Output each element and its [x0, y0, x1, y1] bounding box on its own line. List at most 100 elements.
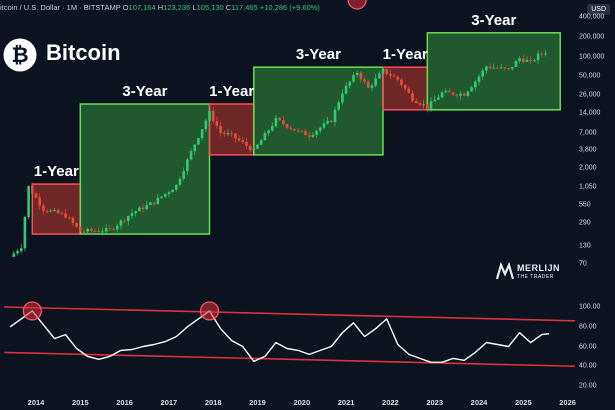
candle-73: [282, 120, 285, 125]
price-tick-10: 550: [579, 201, 591, 209]
oscillator-tick-3: 40.00: [579, 362, 597, 370]
candle-4: [27, 185, 30, 217]
year-tick-2014: 2014: [27, 398, 45, 407]
candle-78: [300, 130, 304, 132]
candle-139: [525, 60, 529, 62]
price-tick-4: 26,000: [579, 91, 601, 99]
candle-116: [440, 92, 444, 98]
candle-102: [389, 74, 392, 76]
oscillator-tick-1: 80.00: [579, 323, 597, 331]
candle-82: [315, 130, 318, 135]
candle-55: [215, 121, 219, 126]
year-tick-2019: 2019: [249, 398, 266, 407]
candle-84: [322, 123, 326, 128]
candle-34: [138, 207, 141, 212]
candle-121: [459, 93, 462, 96]
candle-134: [507, 68, 510, 70]
candle-128: [485, 66, 488, 71]
year-tick-2020: 2020: [293, 398, 311, 407]
candle-59: [230, 133, 233, 135]
candle-50: [197, 138, 200, 145]
candle-88: [337, 102, 341, 110]
year-tick-2015: 2015: [71, 398, 89, 407]
candle-53: [208, 110, 211, 121]
symbol-text: itcoin / U.S. Dollar · 1M · BITSTAMP: [0, 3, 121, 12]
channel-upper-line: [4, 306, 576, 322]
price-change: +10,286 (+9.60%): [259, 3, 320, 12]
candle-133: [503, 67, 507, 69]
candle-14: [64, 213, 67, 218]
candle-77: [296, 130, 300, 132]
candle-52: [204, 120, 208, 130]
candle-114: [433, 99, 436, 102]
candle-74: [285, 124, 289, 128]
candle-33: [134, 211, 137, 214]
candle-48: [189, 151, 193, 160]
candle-27: [112, 228, 115, 230]
logo-glyph: ₿: [11, 43, 28, 67]
candle-80: [307, 135, 311, 137]
candle-41: [163, 193, 167, 197]
candle-138: [522, 58, 525, 62]
candle-127: [481, 70, 484, 77]
oscillator-line: [9, 310, 550, 363]
candle-118: [448, 91, 451, 93]
candle-9: [45, 210, 49, 212]
cycle-label-6: 3-Year: [471, 11, 517, 29]
candle-92: [352, 75, 355, 82]
cycle-boxes: [31, 32, 561, 235]
candle-46: [182, 171, 185, 179]
candle-112: [426, 104, 429, 109]
channel-lower-line: [4, 351, 576, 368]
cycle-box-3: [208, 103, 255, 156]
candle-130: [492, 67, 496, 69]
candle-67: [259, 140, 263, 145]
cycle-label-2: 3-Year: [122, 83, 168, 100]
candle-56: [219, 125, 222, 133]
candle-49: [193, 144, 197, 152]
currency-badge[interactable]: USD: [587, 4, 610, 15]
merlijn-logo-icon: [496, 262, 515, 280]
cycle-label-5: 1-Year: [382, 46, 428, 64]
price-tick-13: 70: [579, 260, 587, 268]
candle-95: [363, 79, 366, 82]
candle-44: [174, 184, 178, 190]
year-tick-2025: 2025: [514, 398, 532, 407]
candle-24: [101, 231, 104, 233]
oscillator-tick-0: 100.00: [579, 303, 601, 311]
candle-62: [241, 140, 245, 142]
candle-98: [374, 78, 377, 86]
year-tick-2026: 2026: [559, 398, 576, 407]
candle-8: [42, 205, 45, 211]
candle-89: [341, 93, 344, 103]
year-tick-2016: 2016: [116, 398, 133, 407]
candle-144: [544, 53, 547, 55]
candle-113: [429, 101, 433, 109]
candle-131: [496, 67, 499, 69]
candle-20: [86, 228, 89, 232]
price-tick-12: 130: [579, 242, 591, 250]
candle-110: [418, 103, 422, 105]
candle-66: [256, 144, 259, 149]
peak-marker-2: [199, 301, 220, 321]
candle-18: [79, 226, 82, 232]
candle-103: [392, 75, 396, 77]
candle-11: [53, 210, 56, 212]
candle-141: [533, 60, 536, 62]
cycle-box-2: [79, 103, 211, 235]
brand-title: Bitcoin: [46, 40, 121, 65]
watermark-subtitle: THE TRADER: [517, 274, 554, 280]
candle-36: [145, 205, 149, 210]
candle-61: [237, 138, 241, 141]
candle-135: [510, 66, 514, 69]
candle-30: [123, 220, 126, 222]
candle-69: [267, 130, 270, 134]
price-tick-7: 3,800: [579, 146, 597, 154]
peak-marker-3: [347, 0, 367, 10]
candle-39: [156, 197, 160, 205]
candle-23: [97, 230, 101, 232]
candle-122: [462, 93, 466, 96]
price-tick-8: 2,000: [579, 164, 597, 172]
candle-58: [226, 133, 230, 135]
candle-1: [16, 251, 19, 254]
